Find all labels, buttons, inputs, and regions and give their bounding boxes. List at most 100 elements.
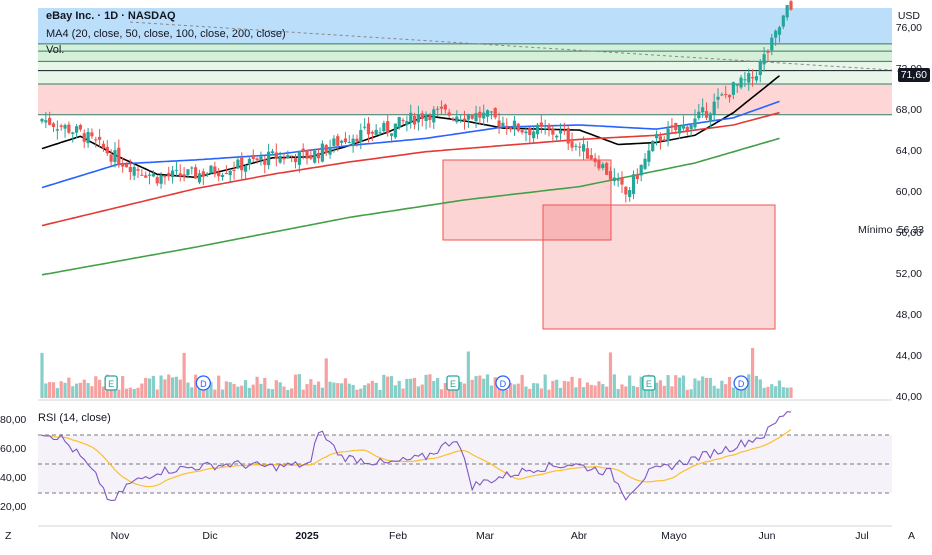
price-tick: 48,00 (895, 308, 922, 321)
volume-bar (259, 383, 263, 398)
candle-body (789, 1, 793, 10)
volume-bar (351, 384, 355, 398)
volume-bar (547, 389, 551, 398)
candle-body (90, 132, 94, 137)
candle-body (159, 175, 163, 184)
candle-body (451, 118, 455, 120)
candle-body (128, 166, 132, 173)
candle-body (562, 130, 566, 132)
volume-bar (320, 387, 324, 398)
volume-bar (109, 388, 113, 398)
volume-bar (347, 383, 351, 398)
volume-bar (789, 387, 793, 398)
volume-bar (770, 384, 774, 398)
candle-body (555, 135, 559, 138)
volume-bar (194, 374, 198, 398)
candle-body (701, 107, 705, 113)
auto-scale-button[interactable]: A (908, 530, 916, 542)
candle-body (232, 169, 236, 171)
candle-body (466, 114, 470, 120)
volume-bar (762, 387, 766, 398)
candle-body (386, 121, 390, 133)
volume-bar (232, 383, 236, 398)
volume-bar (512, 384, 517, 398)
volume-bar (708, 377, 712, 398)
zone-band-0 (38, 8, 892, 44)
volume-bar (78, 382, 83, 398)
candle-body (731, 82, 735, 95)
candle-body (459, 119, 463, 121)
volume-bar (251, 384, 255, 398)
candle-body (267, 151, 271, 166)
candle-body (355, 138, 359, 142)
candle-body (631, 174, 636, 195)
volume-bar (301, 389, 305, 398)
candle-body (685, 126, 689, 131)
candle-body (136, 169, 140, 171)
volume-legend[interactable]: Vol. (46, 44, 65, 56)
volume-bar (750, 347, 755, 398)
volume-bar (67, 377, 71, 398)
candle-body (86, 132, 90, 144)
volume-bar (274, 380, 278, 398)
candle-body (359, 130, 363, 143)
timezone-button[interactable]: Z (5, 530, 12, 542)
volume-bar (71, 386, 75, 398)
candle-body (59, 125, 63, 127)
volume-bar (485, 374, 490, 398)
volume-bar (678, 377, 682, 398)
volume-bar (774, 386, 778, 398)
svg-text:D: D (500, 379, 507, 389)
volume-bar (405, 378, 409, 398)
candle-body (620, 177, 624, 185)
candle-body (566, 128, 570, 144)
volume-bar (240, 385, 244, 398)
volume-bar (731, 387, 735, 398)
volume-bar (63, 382, 67, 398)
candle-body (374, 129, 378, 135)
volume-bar (128, 387, 132, 398)
volume-bar (409, 378, 413, 398)
volume-bar (374, 382, 378, 398)
volume-bar (205, 383, 209, 398)
candle-body (324, 144, 328, 154)
candle-body (194, 167, 198, 179)
volume-bar (439, 389, 444, 398)
volume-bar (90, 386, 94, 398)
volume-bar (566, 381, 570, 398)
rsi-legend[interactable]: RSI (14, close) (38, 412, 111, 424)
volume-bar (574, 387, 578, 398)
ma-legend[interactable]: MA4 (20, close, 50, close, 100, close, 2… (46, 28, 286, 40)
candle-body (724, 94, 728, 96)
candle-body (674, 122, 678, 130)
volume-bar (178, 379, 182, 398)
volume-bar (635, 387, 639, 398)
candle-body (48, 117, 52, 125)
rsi-tick: 60,00 (0, 442, 27, 455)
volume-bar (217, 375, 221, 398)
candle-body (493, 108, 497, 118)
volume-bar (286, 389, 290, 398)
volume-bar (336, 383, 340, 398)
candle-body (293, 158, 298, 163)
candle-body (236, 159, 240, 169)
volume-bar (570, 376, 574, 398)
event-marker: D (195, 375, 211, 391)
volume-bar (378, 389, 382, 398)
candle-body (497, 120, 501, 127)
time-tick: Mayo (661, 530, 687, 542)
volume-bar (608, 352, 613, 398)
candle-body (501, 122, 505, 127)
volume-bar (412, 377, 417, 398)
candle-body (63, 124, 67, 129)
volume-bar (155, 389, 159, 398)
candle-body (105, 146, 109, 154)
candle-body (67, 124, 71, 133)
candle-body (401, 120, 405, 122)
last-price-tag: 71,60 (897, 68, 930, 82)
candle-body (213, 166, 217, 175)
volume-bar (389, 376, 394, 398)
volume-bar (681, 375, 686, 398)
